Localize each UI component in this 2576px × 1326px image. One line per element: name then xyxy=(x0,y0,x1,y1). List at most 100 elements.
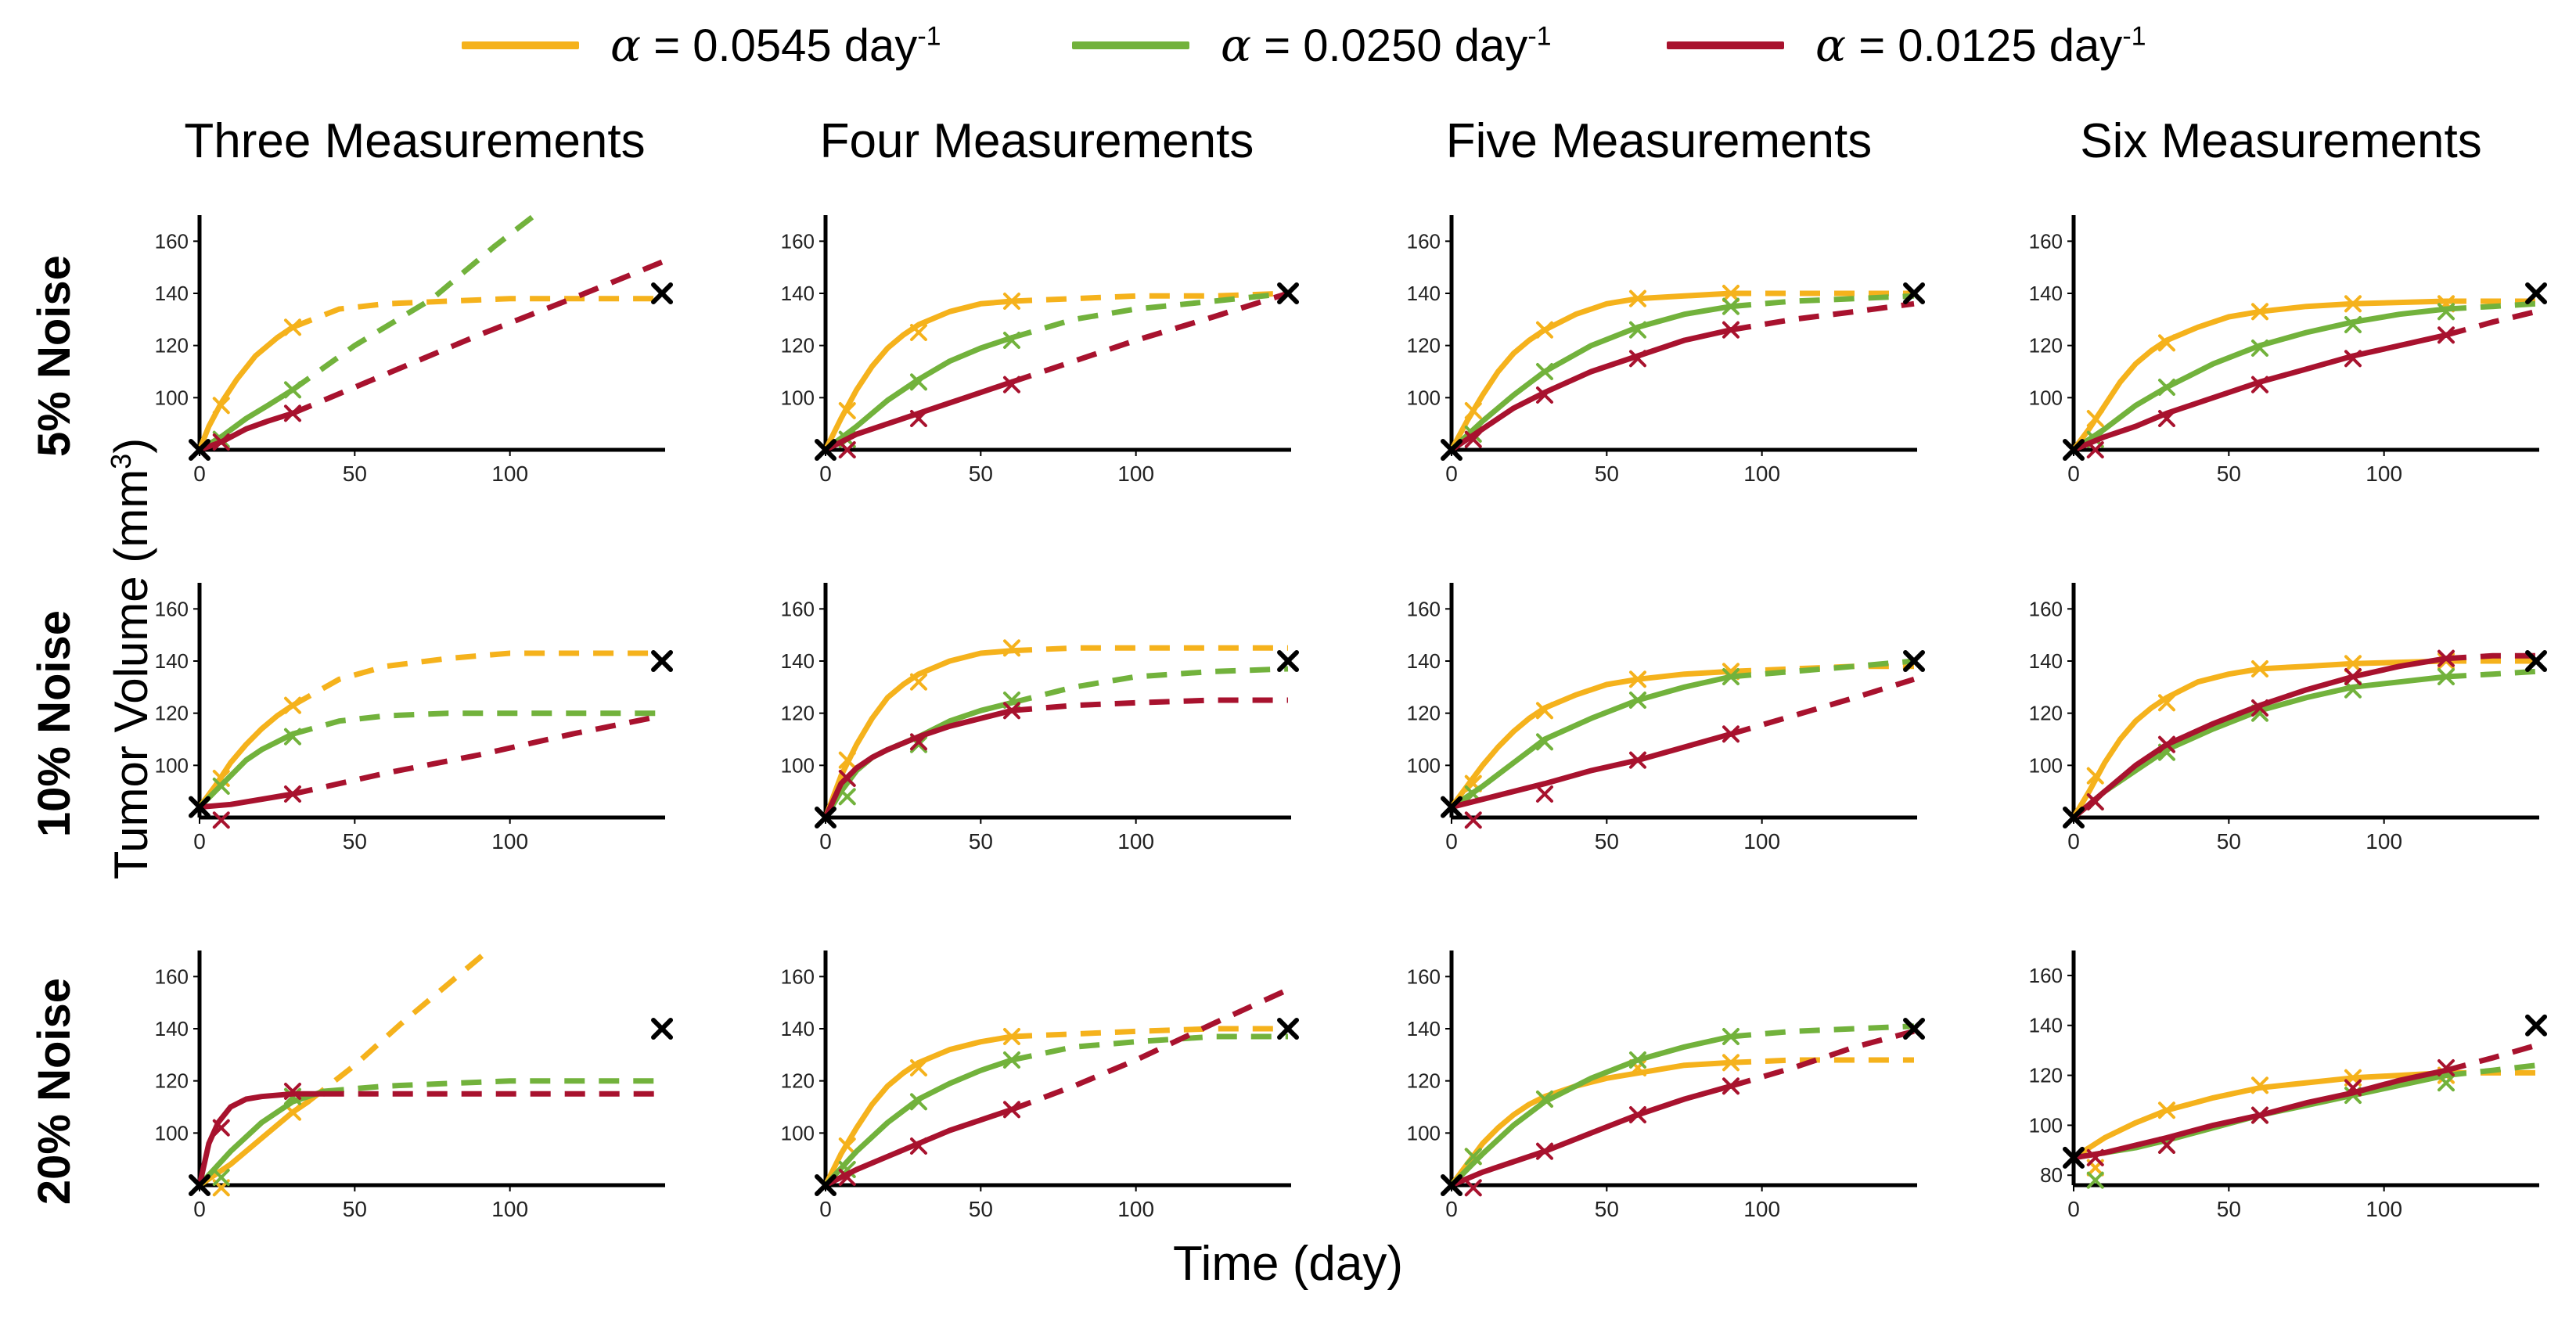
x-tick-label: 100 xyxy=(491,462,528,486)
legend-item-a0545: α = 0.0545 day-1 xyxy=(462,14,941,77)
measurement-point-a0125 xyxy=(1536,1142,1553,1160)
measurement-point-a0545 xyxy=(2086,410,2104,427)
panel-series xyxy=(191,213,664,458)
y-tick-label: 160 xyxy=(155,597,189,620)
forecast-line-a0545 xyxy=(291,296,662,330)
fit-line-a0125 xyxy=(822,1106,1015,1188)
measurement-point-a0125 xyxy=(1003,1101,1020,1119)
legend-label-a0545: α = 0.0545 day-1 xyxy=(610,19,941,72)
measurement-point-a0250 xyxy=(1536,1091,1553,1108)
panel-1-1: 100 120 140 160 0 50 100 xyxy=(155,213,674,486)
measurement-point-a0545 xyxy=(1629,289,1646,307)
x-tick-label: 50 xyxy=(343,829,367,853)
forecast-line-a0250 xyxy=(1011,1033,1288,1063)
final-volume-marker xyxy=(651,1018,674,1040)
measurement-point-a0250 xyxy=(1722,1028,1740,1045)
panel-3-1: 100 120 140 160 0 50 100 xyxy=(155,948,674,1221)
measurement-point-a0250 xyxy=(838,788,856,806)
x-tick-label: 100 xyxy=(2366,1197,2402,1221)
legend-label-a0250: α = 0.0250 day-1 xyxy=(1221,19,1552,72)
measurement-point-a0125 xyxy=(1536,386,1553,404)
x-tick-label: 50 xyxy=(2217,829,2241,853)
panel-2-3: 100 120 140 160 0 50 100 xyxy=(1407,583,1926,853)
initial-volume-marker xyxy=(815,439,836,461)
x-tick-label: 0 xyxy=(1445,1197,1458,1221)
y-tick-label: 100 xyxy=(155,386,189,409)
measurement-point-a0125 xyxy=(1722,725,1740,743)
x-tick-label: 50 xyxy=(2217,1197,2241,1221)
x-axis-label: Time (day) xyxy=(1173,1237,1403,1291)
y-tick-label: 120 xyxy=(1407,1069,1441,1093)
panel-1-2: 100 120 140 160 0 50 100 xyxy=(781,215,1300,486)
legend-label-a0125: α = 0.0125 day-1 xyxy=(1815,19,2146,72)
final-volume-marker xyxy=(1277,1018,1300,1040)
forecast-line-a0545 xyxy=(1011,645,1288,654)
fit-line-a0250 xyxy=(1448,674,1734,810)
y-tick-label: 100 xyxy=(2029,753,2063,777)
measurement-point-a0125 xyxy=(2086,1148,2104,1166)
y-tick-label: 160 xyxy=(781,965,815,988)
x-tick-label: 50 xyxy=(1595,462,1619,486)
y-tick-label: 140 xyxy=(2029,282,2063,305)
measurement-point-a0250 xyxy=(284,381,301,399)
forecast-line-a0250 xyxy=(1730,1023,1915,1040)
forecast-line-a0125 xyxy=(292,713,663,797)
x-tick-label: 0 xyxy=(2067,829,2080,853)
panel-1-4: 100 120 140 160 0 50 100 xyxy=(2029,215,2548,486)
measurement-point-a0125 xyxy=(1003,376,1020,393)
fit-line-a0545 xyxy=(1448,290,1734,453)
measurement-point-a0545 xyxy=(838,402,856,419)
forecast-line-a0250 xyxy=(292,710,662,737)
measurement-point-a0125 xyxy=(838,441,856,458)
final-volume-marker xyxy=(651,282,674,304)
final-volume-marker xyxy=(2525,650,2548,672)
column-title-five: Five Measurements xyxy=(1445,114,1873,168)
final-volume-marker xyxy=(1277,650,1300,672)
fit-line-a0250 xyxy=(2071,674,2449,821)
y-tick-label: 140 xyxy=(781,1017,815,1040)
forecast-line-a0125 xyxy=(2445,308,2537,338)
panel-1-3: 100 120 140 160 0 50 100 xyxy=(1407,215,1926,486)
forecast-line-a0250 xyxy=(323,1078,662,1094)
panel-3-4: 80 100 120 140 160 0 50 100 xyxy=(2029,950,2548,1221)
measurement-point-a0545 xyxy=(2158,334,2175,352)
final-volume-marker xyxy=(1903,650,1926,672)
y-tick-label: 140 xyxy=(155,282,189,305)
measurement-point-a0545 xyxy=(1464,402,1482,419)
x-tick-label: 100 xyxy=(491,829,528,853)
x-tick-label: 100 xyxy=(1117,829,1154,853)
measurement-point-a0545 xyxy=(910,673,927,691)
y-tick-label: 160 xyxy=(1407,597,1441,620)
measurement-point-a0250 xyxy=(2437,303,2455,321)
fit-line-a0125 xyxy=(2071,332,2449,453)
measurement-point-a0125 xyxy=(2251,1106,2268,1124)
y-tick-label: 140 xyxy=(1407,1017,1441,1040)
measurement-point-a0125 xyxy=(838,1169,856,1186)
measurement-point-a0125 xyxy=(910,733,927,751)
fit-line-a0545 xyxy=(822,1033,1015,1188)
forecast-line-a0250 xyxy=(290,213,537,393)
y-tick-label: 140 xyxy=(781,282,815,305)
x-tick-label: 50 xyxy=(969,1197,993,1221)
initial-volume-marker xyxy=(1441,1174,1462,1196)
y-tick-label: 140 xyxy=(155,649,189,673)
measurement-point-a0545 xyxy=(910,1059,927,1076)
fit-line-a0250 xyxy=(1448,304,1734,453)
measurement-point-a0125 xyxy=(2437,649,2455,667)
initial-volume-marker xyxy=(2063,807,2085,828)
measurement-point-a0545 xyxy=(2251,1076,2268,1094)
y-tick-label: 100 xyxy=(781,753,815,777)
measurement-point-a0545 xyxy=(2344,655,2362,673)
measurement-point-a0545 xyxy=(1003,639,1020,657)
measurement-point-a0250 xyxy=(2344,681,2362,699)
measurement-point-a0125 xyxy=(1464,1179,1482,1197)
y-tick-label: 100 xyxy=(155,753,189,777)
fit-line-a0125 xyxy=(2071,656,2449,821)
measurement-point-a0125 xyxy=(2344,350,2362,368)
measurement-point-a0125 xyxy=(284,404,301,422)
forecast-line-a0250 xyxy=(1011,290,1289,341)
fit-line-a0250 xyxy=(196,386,296,453)
panel-series xyxy=(191,650,663,829)
measurement-point-a0250 xyxy=(2437,1074,2455,1092)
final-volume-marker xyxy=(1277,282,1300,304)
